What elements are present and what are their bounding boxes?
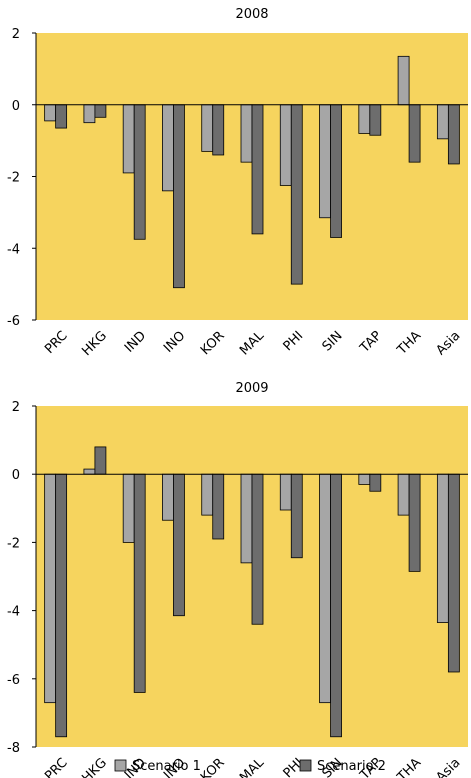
bar	[133, 104, 146, 240]
chart-title: 2008	[235, 7, 268, 22]
x-tick-label: SIN	[320, 328, 346, 354]
bar	[94, 104, 107, 118]
x-tick-label: Asia	[434, 328, 464, 358]
bar	[55, 104, 68, 129]
y-tick-label: 2	[12, 400, 20, 415]
legend-swatch	[299, 759, 312, 772]
bar	[162, 473, 174, 521]
bar	[122, 473, 135, 543]
x-tick-label: HKG	[79, 755, 110, 778]
y-tick-label: -6	[7, 314, 20, 329]
bar	[279, 104, 292, 186]
x-tick-label: TAP	[357, 328, 385, 356]
bar	[408, 473, 421, 572]
bar	[319, 104, 331, 219]
bar	[55, 473, 68, 738]
bar	[290, 104, 303, 285]
bar	[279, 473, 292, 511]
y-tick-label: 2	[12, 27, 20, 42]
x-tick-label: KOR	[198, 755, 228, 778]
x-tick-label: PHI	[281, 328, 307, 354]
bar	[162, 104, 174, 192]
x-tick-label: MAL	[237, 328, 267, 358]
bar	[290, 473, 303, 559]
bar	[83, 468, 96, 475]
x-tick-label: THA	[394, 755, 424, 778]
chart-title: 2009	[235, 381, 268, 396]
y-tick-label: -4	[7, 605, 20, 620]
bar	[397, 55, 410, 106]
x-tick-label: HKG	[79, 328, 110, 359]
bar	[319, 473, 331, 704]
y-tick-label: -4	[7, 242, 20, 257]
bar	[447, 104, 460, 165]
bar	[330, 104, 342, 238]
bar	[251, 473, 264, 625]
y-tick-label: 0	[12, 468, 20, 483]
bar	[212, 473, 225, 540]
bar	[397, 473, 410, 516]
y-tick-label: 0	[12, 99, 20, 114]
bar	[44, 473, 57, 704]
x-tick-label: THA	[394, 328, 424, 358]
x-tick-label: MAL	[237, 755, 267, 778]
bar	[330, 473, 342, 738]
bar	[201, 473, 214, 516]
x-tick-label: IND	[122, 328, 149, 355]
bar	[173, 104, 185, 289]
bar	[408, 104, 421, 163]
x-tick-label: PRC	[42, 328, 71, 357]
bar	[358, 104, 371, 134]
bar	[436, 104, 449, 140]
bar	[251, 104, 264, 235]
bar	[83, 104, 96, 124]
x-tick-label: INO	[161, 328, 188, 355]
bar	[122, 104, 135, 174]
y-tick-label: -8	[7, 741, 20, 756]
bar	[369, 473, 382, 492]
bar	[369, 104, 382, 136]
bar	[240, 104, 253, 163]
bar	[94, 446, 107, 475]
y-tick-label: -6	[7, 673, 20, 688]
bar	[212, 104, 225, 156]
bar	[44, 104, 57, 122]
x-tick-label: KOR	[198, 328, 228, 358]
bar	[447, 473, 460, 673]
legend-label: Scenario 1	[132, 759, 201, 774]
y-tick-label: -2	[7, 171, 20, 186]
y-tick-label: -2	[7, 536, 20, 551]
legend-label: Scenario 2	[317, 759, 386, 774]
bar	[133, 473, 146, 693]
x-tick-label: Asia	[434, 755, 464, 778]
x-tick-label: PRC	[42, 755, 71, 778]
legend-swatch	[114, 759, 127, 772]
bar	[173, 473, 185, 617]
bar	[436, 473, 449, 623]
bar	[201, 104, 214, 152]
bar	[358, 473, 371, 485]
bar	[240, 473, 253, 564]
